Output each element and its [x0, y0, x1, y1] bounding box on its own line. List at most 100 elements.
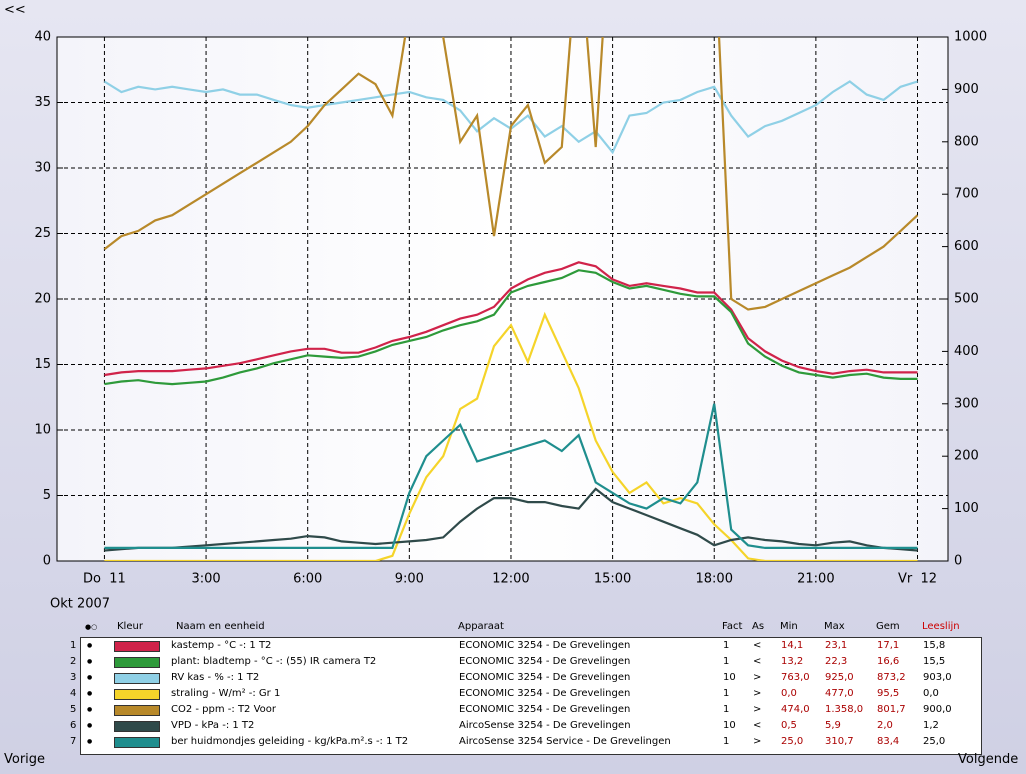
table-cell: <: [753, 720, 762, 731]
y2-tick-label: 700: [954, 187, 979, 202]
legend-table: ● kastemp - °C -: 1 T2 ECONOMIC 3254 - De …: [80, 637, 982, 755]
table-cell: 5,9: [825, 720, 841, 731]
visibility-toggle[interactable]: ●: [87, 642, 93, 649]
table-cell: 801,7: [877, 704, 906, 715]
table-cell: 1,2: [923, 720, 939, 731]
y2-tick-label: 100: [954, 501, 979, 516]
table-cell: 763,0: [781, 672, 810, 683]
table-cell: 10: [723, 672, 736, 683]
y-tick-label: 35: [34, 95, 51, 110]
column-header: Kleur: [117, 621, 143, 632]
y2-tick-label: 0: [954, 554, 962, 569]
series-line: [104, 311, 918, 561]
x-tick-label: 15:00: [594, 572, 631, 587]
table-cell: 25,0: [923, 736, 946, 747]
table-cell: plant: bladtemp - °C -: (55) IR camera T…: [171, 656, 377, 667]
series-group: [103, 37, 919, 561]
table-cell: 903,0: [923, 672, 952, 683]
color-swatch[interactable]: [114, 689, 160, 700]
y2-tick-label: 300: [954, 396, 979, 411]
y2-tick-label: 500: [954, 292, 979, 307]
table-cell: 925,0: [825, 672, 854, 683]
table-cell: AircoSense 3254 Service - De Grevelingen: [459, 736, 671, 747]
x-tick-label: 6:00: [293, 572, 322, 587]
series-line: [104, 261, 918, 377]
color-swatch[interactable]: [114, 705, 160, 716]
color-swatch[interactable]: [114, 737, 160, 748]
table-cell: 15,5: [923, 656, 946, 667]
table-cell: ECONOMIC 3254 - De Grevelingen: [459, 656, 631, 667]
table-cell: 10: [723, 720, 736, 731]
visibility-toggle[interactable]: ●: [87, 674, 93, 681]
visibility-toggle[interactable]: ●: [87, 658, 93, 665]
y-tick-label: 15: [34, 357, 51, 372]
y2-tick-label: 900: [954, 82, 979, 97]
table-cell: 873,2: [877, 672, 906, 683]
color-swatch[interactable]: [114, 641, 160, 652]
y-tick-label: 10: [34, 423, 51, 438]
column-header: As: [752, 621, 765, 632]
x-tick-label: Vr 12: [898, 572, 937, 587]
column-header: Naam en eenheid: [176, 621, 265, 632]
table-cell: 0,0: [781, 688, 797, 699]
series-line: [103, 37, 919, 311]
x-tick-label: Do 11: [83, 572, 126, 587]
chart: << Okt 2007 0510152025303540010020030040…: [4, 3, 987, 612]
y2-tick-label: 200: [954, 449, 979, 464]
back-button[interactable]: <<: [4, 3, 26, 18]
column-header: Min: [780, 621, 798, 632]
table-cell: AircoSense 3254 - De Grevelingen: [459, 720, 631, 731]
table-cell: 14,1: [781, 640, 804, 651]
y-tick-label: 0: [43, 554, 51, 569]
color-swatch[interactable]: [114, 673, 160, 684]
visibility-toggle[interactable]: ●: [87, 706, 93, 713]
table-cell: 17,1: [877, 640, 900, 651]
column-header: Max: [824, 621, 845, 632]
y-tick-label: 20: [34, 292, 51, 307]
table-cell: 23,1: [825, 640, 848, 651]
table-cell: ECONOMIC 3254 - De Grevelingen: [459, 640, 631, 651]
table-cell: RV kas - % -: 1 T2: [171, 672, 260, 683]
table-cell: >: [753, 736, 762, 747]
table-cell: 95,5: [877, 688, 900, 699]
x-tick-label: 18:00: [696, 572, 733, 587]
table-cell: ECONOMIC 3254 - De Grevelingen: [459, 704, 631, 715]
table-cell: VPD - kPa -: 1 T2: [171, 720, 255, 731]
table-cell: 22,3: [825, 656, 848, 667]
column-header: Fact: [722, 621, 743, 632]
table-cell: 1.358,0: [825, 704, 864, 715]
y-tick-label: 40: [34, 30, 51, 45]
column-header: Gem: [876, 621, 900, 632]
x-tick-label: 3:00: [191, 572, 220, 587]
visibility-toggle[interactable]: ●: [87, 738, 93, 745]
x-tick-label: 21:00: [797, 572, 834, 587]
table-cell: 1: [723, 704, 730, 715]
series-line: [104, 269, 918, 386]
table-cell: 1: [723, 656, 730, 667]
visibility-toggle[interactable]: ●: [87, 722, 93, 729]
y2-tick-label: 800: [954, 134, 979, 149]
table-cell: 2,0: [877, 720, 893, 731]
column-header: Apparaat: [458, 621, 504, 632]
visibility-toggle[interactable]: ●: [87, 690, 93, 697]
color-swatch[interactable]: [114, 721, 160, 732]
y2-tick-label: 1000: [954, 30, 987, 45]
color-swatch[interactable]: [114, 657, 160, 668]
x-tick-label: 12:00: [492, 572, 529, 587]
row-index: 3: [70, 672, 77, 683]
table-cell: 1: [723, 736, 730, 747]
x-tick-label: 9:00: [395, 572, 424, 587]
next-button[interactable]: Volgende: [958, 752, 1019, 767]
series-line: [104, 487, 918, 552]
y2-tick-label: 400: [954, 344, 979, 359]
table-cell: 310,7: [825, 736, 854, 747]
table-cell: 0,5: [781, 720, 797, 731]
toggle-icon[interactable]: ●○: [85, 623, 98, 631]
table-cell: 477,0: [825, 688, 854, 699]
y2-tick-label: 600: [954, 239, 979, 254]
row-index: 2: [70, 656, 77, 667]
previous-button[interactable]: Vorige: [4, 752, 46, 767]
table-cell: ber huidmondjes geleiding - kg/kPa.m².s …: [171, 736, 409, 747]
table-cell: 1: [723, 688, 730, 699]
row-index: 6: [70, 720, 77, 731]
